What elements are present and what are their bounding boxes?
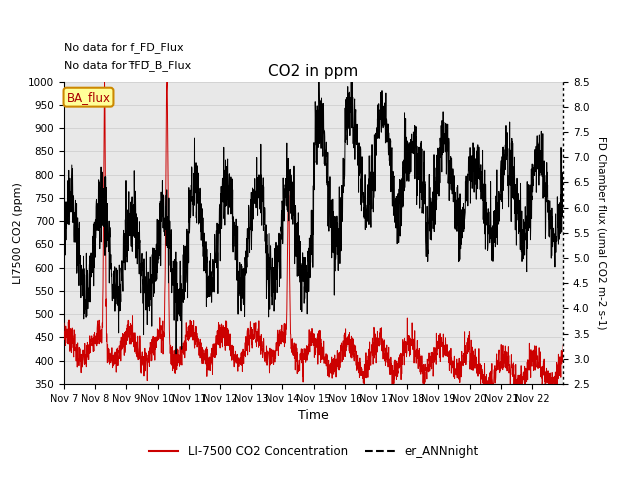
- X-axis label: Time: Time: [298, 409, 329, 422]
- Text: No data for f_FD_Flux: No data for f_FD_Flux: [64, 42, 184, 53]
- Y-axis label: FD Chamber flux (umal CO2 m-2 s-1): FD Chamber flux (umal CO2 m-2 s-1): [596, 136, 606, 330]
- Text: No data for f̅FD̅_B_Flux: No data for f̅FD̅_B_Flux: [64, 60, 191, 72]
- Title: CO2 in ppm: CO2 in ppm: [268, 64, 359, 79]
- Y-axis label: LI7500 CO2 (ppm): LI7500 CO2 (ppm): [13, 182, 22, 284]
- Legend: LI-7500 CO2 Concentration, er_ANNnight: LI-7500 CO2 Concentration, er_ANNnight: [144, 440, 483, 463]
- Text: BA_flux: BA_flux: [67, 91, 111, 104]
